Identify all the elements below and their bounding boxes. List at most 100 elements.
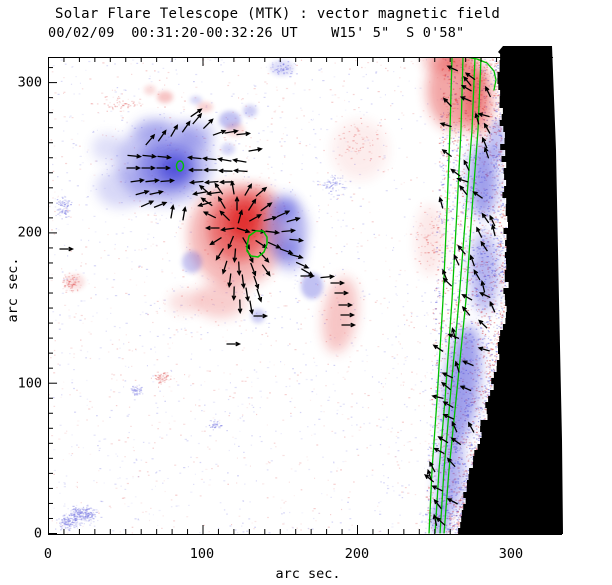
field-vector [441,372,454,379]
field-vector [202,118,214,130]
y-tick-label: 300 [18,75,42,91]
field-vector [153,201,168,209]
field-vector [459,385,472,392]
field-vector [439,122,452,128]
field-vector [253,275,260,290]
field-vector [187,167,203,173]
field-vector [59,246,75,252]
x-tick-label: 100 [190,546,214,562]
field-vector [341,322,357,328]
field-vector [483,122,491,134]
field-vector [249,300,254,315]
field-vector [477,112,490,118]
field-vector [483,146,490,159]
field-vector [157,154,173,160]
field-vector [481,212,490,224]
field-vector [289,253,304,260]
x-axis-label: arc sec. [275,566,341,582]
vector-arrows-layer [59,65,496,526]
field-vector [461,360,474,367]
field-vector [237,299,243,315]
field-vector [244,183,253,196]
field-vector [260,202,273,212]
grid-line [443,57,482,534]
field-vector [192,191,207,196]
field-vector [489,300,496,313]
field-vector [485,85,492,98]
field-vector [227,235,235,250]
heliographic-grid-layer [428,57,497,534]
field-vector [474,112,480,125]
field-vector [236,227,251,234]
x-tick-label: 0 [44,546,52,562]
field-vector [202,211,217,219]
field-vector [130,178,145,183]
field-vector [214,182,224,195]
y-tick-label: 100 [18,376,42,392]
field-vector [476,226,483,238]
field-vector [472,191,483,199]
field-vector [295,261,310,269]
field-vector [265,229,281,235]
field-vector [190,108,203,118]
field-vector [432,344,444,352]
field-vector [431,485,443,492]
field-vector [446,65,459,72]
contour-blue-spot [175,160,185,172]
field-vector [135,189,150,196]
field-vector [429,461,436,473]
field-vector [145,178,161,184]
field-vector [217,157,232,162]
field-vector [226,341,242,347]
field-vector [320,274,336,280]
field-vector [224,129,239,134]
field-vector [232,248,238,264]
grid-line [434,57,464,534]
field-vector [231,286,237,302]
y-tick-label: 0 [34,526,42,542]
figure-title: Solar Flare Telescope (MTK) : vector mag… [55,6,501,22]
field-vector [248,214,263,222]
contour-red-spot [246,230,268,258]
field-vector [450,437,462,446]
field-vector [459,96,472,102]
field-vector [227,273,233,289]
field-vector [182,206,187,221]
field-vector [234,195,240,211]
field-vector [477,346,490,352]
field-vector [300,273,316,279]
off-limb-region [458,46,563,534]
field-vector [220,227,235,232]
field-vector [217,196,226,209]
field-vector [433,447,445,455]
field-vector [149,190,164,196]
field-vector [424,474,435,483]
field-vector [461,293,473,301]
field-vector [198,184,211,195]
field-vector [248,147,263,152]
field-vector [461,305,471,316]
field-vector [460,84,472,92]
field-vector [204,225,220,231]
field-vector [245,287,250,302]
field-vector [127,153,143,159]
field-vector [141,165,157,171]
field-vector [237,209,244,224]
x-tick-label: 200 [345,546,369,562]
field-vector [217,168,233,174]
field-vector [203,179,219,185]
field-vector [209,237,222,246]
field-vector [215,248,225,261]
field-vector [440,381,452,391]
field-vector [459,185,468,196]
field-vector [489,214,496,227]
field-vector [467,421,475,433]
field-vector [442,401,454,409]
grid-line [465,57,497,91]
field-vector [201,156,217,162]
field-vector [200,197,213,207]
field-vector [340,312,356,318]
field-vector [160,178,176,184]
field-vector [236,131,252,137]
field-vector [338,302,354,308]
